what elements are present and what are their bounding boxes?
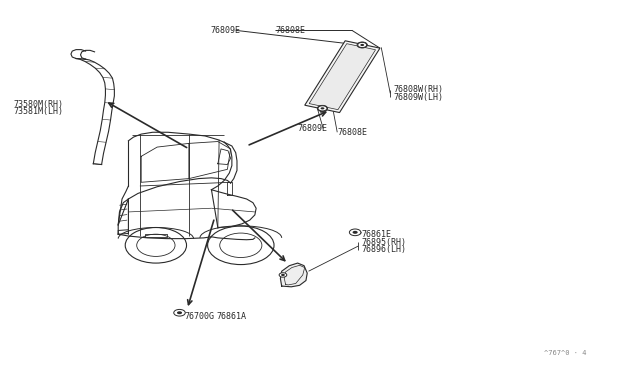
Circle shape <box>173 310 185 316</box>
Polygon shape <box>305 41 380 113</box>
Text: 76808W(RH): 76808W(RH) <box>394 85 444 94</box>
Circle shape <box>317 105 328 111</box>
Circle shape <box>177 311 182 314</box>
Text: 73581M(LH): 73581M(LH) <box>13 108 63 116</box>
Text: 76861A: 76861A <box>216 312 246 321</box>
Circle shape <box>320 107 325 110</box>
Text: 76809E: 76809E <box>210 26 240 35</box>
Circle shape <box>321 107 324 109</box>
Text: 76808E: 76808E <box>337 128 367 137</box>
Text: 76809W(LH): 76809W(LH) <box>394 93 444 102</box>
Text: 76861E: 76861E <box>362 230 392 239</box>
Text: 76700G: 76700G <box>184 312 214 321</box>
Polygon shape <box>309 44 376 110</box>
Circle shape <box>360 44 365 46</box>
Circle shape <box>353 231 358 234</box>
Circle shape <box>279 273 287 277</box>
Circle shape <box>318 106 327 111</box>
Text: 76809E: 76809E <box>298 124 328 133</box>
Text: 76896(LH): 76896(LH) <box>362 245 406 254</box>
Text: ^767^0 · 4: ^767^0 · 4 <box>543 350 586 356</box>
Circle shape <box>357 42 367 48</box>
Text: 76808E: 76808E <box>275 26 305 35</box>
Circle shape <box>281 274 285 276</box>
Text: 76895(RH): 76895(RH) <box>362 238 406 247</box>
Text: 73580M(RH): 73580M(RH) <box>13 100 63 109</box>
Circle shape <box>358 42 367 48</box>
Polygon shape <box>280 263 307 287</box>
Circle shape <box>360 44 364 46</box>
Circle shape <box>349 229 361 235</box>
